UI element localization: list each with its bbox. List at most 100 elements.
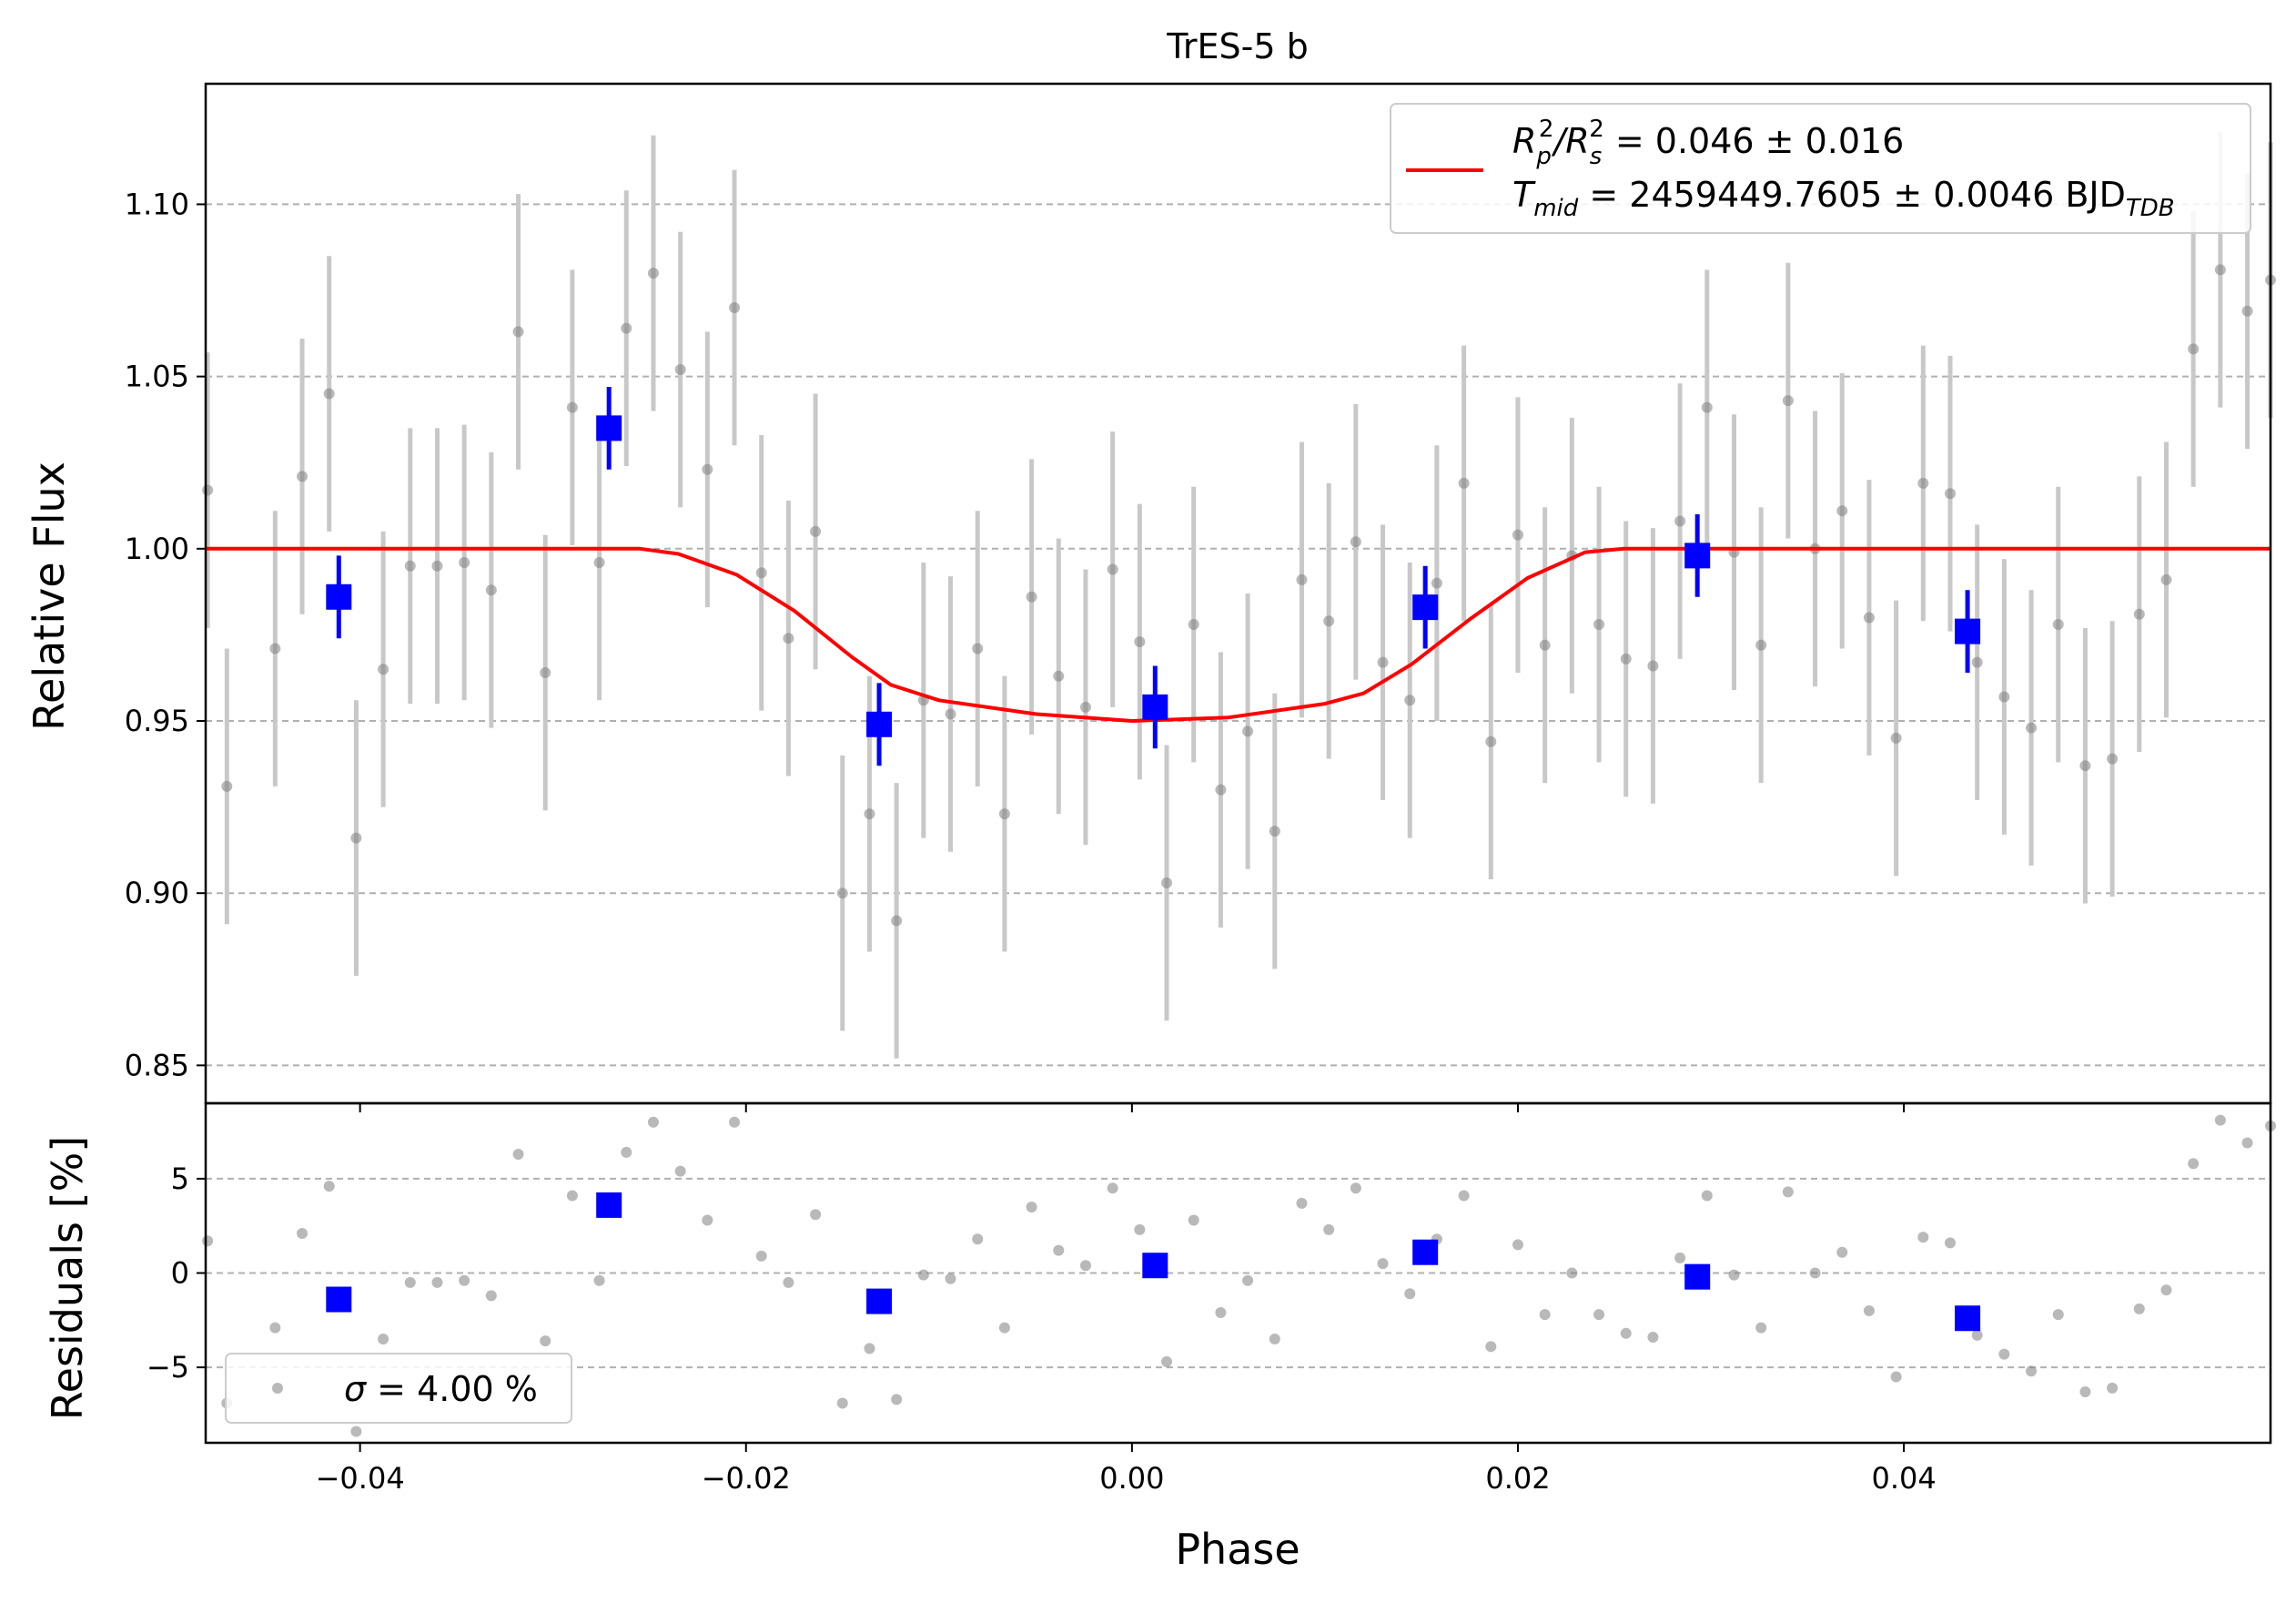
residuals-raw-point — [1242, 1274, 1254, 1286]
flux-raw-point — [1647, 660, 1659, 672]
residuals-raw-point — [674, 1165, 686, 1177]
flux-raw-point — [674, 364, 686, 376]
flux-y-ticks: 0.85 0.90 0.95 1.00 1.05 1.10 — [125, 187, 206, 1082]
residuals-raw-point — [783, 1276, 794, 1288]
residuals-x-tick-label: −0.02 — [702, 1461, 791, 1496]
flux-raw-point — [972, 643, 984, 654]
flux-raw-point — [1539, 639, 1551, 651]
flux-raw-point — [1863, 612, 1875, 624]
flux-raw-point — [1998, 691, 2010, 703]
residuals-raw-point — [1674, 1252, 1686, 1263]
residuals-x-tick-label: 0.02 — [1485, 1461, 1550, 1496]
flux-raw-point — [378, 664, 389, 675]
flux-raw-point — [1053, 670, 1065, 682]
residuals-raw-point — [1593, 1309, 1605, 1321]
residuals-binned-point — [866, 1288, 893, 1314]
residuals-raw-point — [431, 1276, 443, 1288]
residuals-raw-point — [297, 1227, 308, 1239]
residuals-raw-point — [1053, 1244, 1065, 1256]
flux-raw-point — [1404, 695, 1416, 706]
flux-y-tick-label: 0.85 — [125, 1048, 189, 1082]
flux-raw-point — [1458, 477, 1470, 489]
residuals-raw-point — [2214, 1114, 2226, 1126]
residuals-raw-point — [891, 1394, 903, 1405]
flux-raw-point — [1944, 488, 1956, 500]
residuals-raw-point — [485, 1290, 497, 1302]
flux-raw-point — [998, 808, 1010, 820]
residuals-raw-point — [1944, 1237, 1956, 1249]
flux-raw-point — [1107, 563, 1118, 575]
residuals-raw-point — [323, 1181, 335, 1192]
flux-raw-point — [2026, 722, 2038, 734]
flux-raw-point — [1377, 656, 1389, 668]
flux-raw-point — [1890, 732, 1902, 744]
residuals-raw-points — [202, 1114, 2276, 1437]
residuals-raw-point — [1539, 1309, 1551, 1321]
residuals-binned-point — [1955, 1305, 1981, 1332]
residuals-raw-point — [647, 1116, 659, 1128]
flux-raw-point — [1485, 736, 1497, 747]
flux-raw-point — [945, 708, 956, 720]
residuals-binned-point — [596, 1192, 622, 1218]
flux-binned-point — [866, 711, 893, 737]
residuals-raw-point — [702, 1214, 713, 1226]
residuals-raw-point — [1377, 1258, 1389, 1270]
flux-binned-point — [1684, 543, 1711, 569]
flux-y-tick-label: 0.95 — [125, 704, 189, 738]
x-axis-title: Phase — [1175, 1525, 1300, 1574]
flux-raw-point — [2052, 619, 2064, 631]
flux-raw-point — [2133, 608, 2145, 620]
flux-raw-point — [702, 463, 713, 475]
legend-box — [1390, 103, 2251, 234]
flux-raw-point — [269, 643, 281, 654]
flux-raw-point — [1512, 529, 1523, 541]
residuals-y-tick-label: −5 — [147, 1350, 189, 1385]
residuals-raw-point — [1026, 1201, 1037, 1212]
residuals-raw-point — [1512, 1239, 1523, 1251]
residuals-raw-point — [729, 1116, 741, 1128]
residuals-x-ticks: −0.04 −0.02 0.00 0.02 0.04 — [316, 1443, 1937, 1496]
flux-y-tick-label: 1.05 — [125, 360, 189, 394]
residuals-raw-point — [1755, 1322, 1767, 1334]
flux-raw-point — [1674, 515, 1686, 527]
flux-raw-points — [202, 131, 2276, 1059]
residuals-axes-frame — [204, 1101, 2272, 1445]
flux-raw-point — [1701, 401, 1713, 413]
flux-raw-point — [202, 484, 214, 496]
residuals-raw-point — [810, 1209, 822, 1221]
residuals-raw-point — [2107, 1382, 2119, 1394]
flux-raw-point — [1215, 784, 1227, 796]
residuals-raw-point — [1161, 1355, 1173, 1367]
residuals-raw-point — [1350, 1182, 1361, 1194]
residuals-raw-point — [2160, 1284, 2172, 1296]
legend-depth-label: Rp2/Rs2 = 0.046 ± 0.016 — [1512, 116, 1904, 170]
flux-raw-point — [593, 556, 605, 568]
residuals-raw-point — [1701, 1190, 1713, 1202]
residuals-raw-point — [1809, 1267, 1821, 1279]
flux-raw-point — [1917, 477, 1929, 489]
residuals-raw-point — [2052, 1309, 2064, 1321]
legend-fit-parameters: Rp2/Rs2 = 0.046 ± 0.016 Tmid = 2459449.7… — [1390, 103, 2251, 234]
flux-raw-point — [297, 471, 308, 482]
flux-raw-point — [864, 808, 875, 820]
flux-raw-point — [1188, 619, 1199, 631]
residuals-x-tick-label: −0.04 — [316, 1461, 405, 1496]
residuals-raw-point — [2133, 1303, 2145, 1314]
residuals-raw-point — [512, 1148, 524, 1160]
flux-raw-point — [1431, 577, 1442, 589]
legend-box-residuals — [225, 1353, 572, 1424]
residuals-binned-points — [326, 1192, 1981, 1332]
residuals-raw-point — [540, 1335, 551, 1347]
flux-raw-point — [1620, 653, 1632, 665]
flux-binned-point — [1142, 694, 1168, 720]
residuals-raw-point — [1323, 1223, 1335, 1235]
flux-raw-point — [566, 401, 578, 413]
flux-raw-point — [2241, 305, 2253, 317]
residuals-binned-point — [326, 1286, 352, 1313]
residuals-raw-point — [269, 1322, 281, 1334]
legend-tmid-label: Tmid = 2459449.7605 ± 0.0046 BJDTDB — [1512, 175, 2175, 222]
flux-raw-point — [891, 915, 903, 927]
residuals-raw-point — [1485, 1341, 1497, 1353]
residuals-raw-point — [1107, 1182, 1118, 1194]
flux-raw-point — [1755, 639, 1767, 651]
